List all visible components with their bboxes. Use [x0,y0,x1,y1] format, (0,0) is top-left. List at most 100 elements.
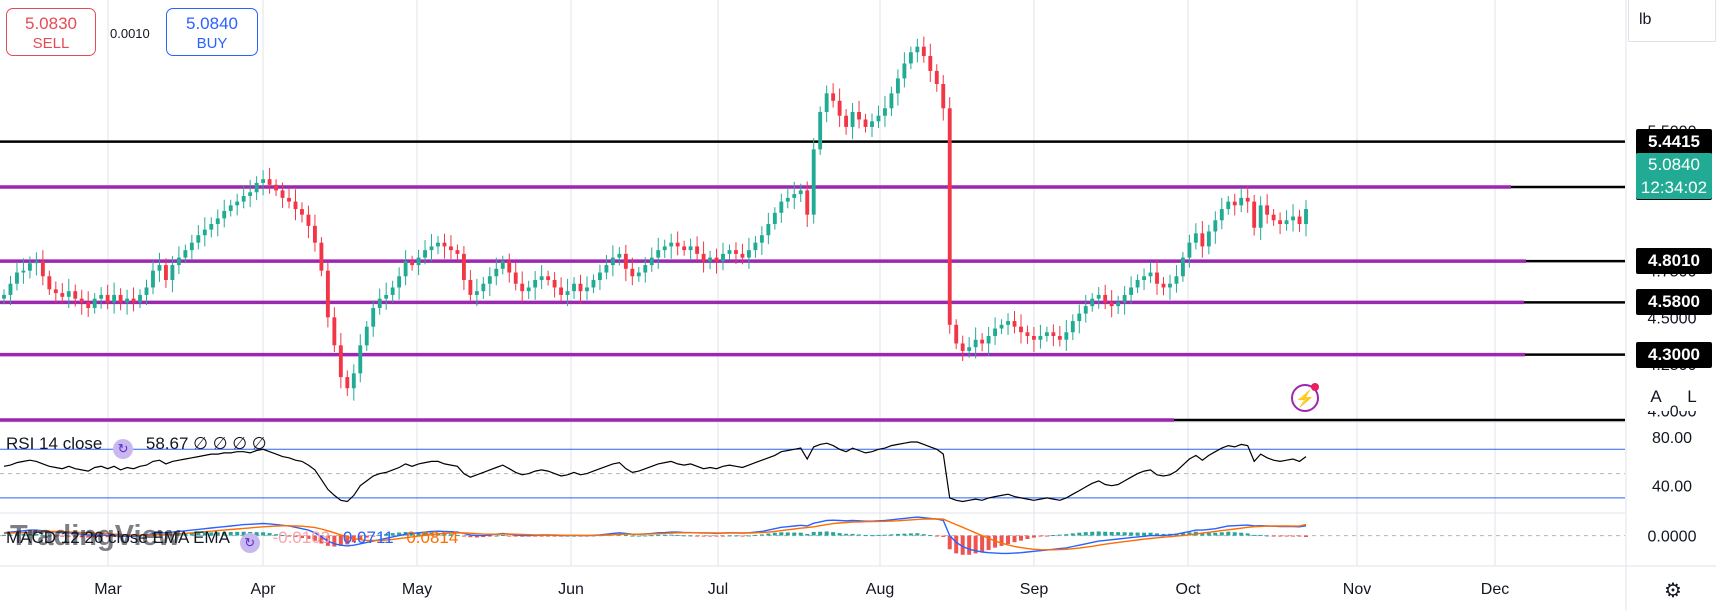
refresh-icon[interactable]: ↻ [113,439,134,459]
tradingview-logo: TradingView [10,520,181,552]
candle-body [1090,298,1095,307]
macd-histogram-bar [656,534,661,536]
candle-body [468,280,473,295]
rsi-tick-label: 80.00 [1652,430,1692,447]
candle-body [228,205,233,211]
macd-histogram-bar [546,535,551,537]
buy-button[interactable]: 5.0840 BUY [166,8,258,56]
rsi-pane [0,441,1625,503]
candle-body [8,283,13,295]
candle-body [267,179,272,185]
macd-histogram-bar [371,535,376,537]
macd-histogram-bar [287,535,292,537]
candle-body [235,201,240,206]
candle-body [1219,209,1224,221]
macd-histogram-bar [358,535,363,540]
macd-histogram-bar [500,535,505,537]
candle-body [351,373,356,389]
candle-body [831,93,836,101]
x-tick-label: May [402,581,432,598]
candle-body [53,289,58,294]
x-tick-label: Oct [1176,581,1201,598]
candle-body [312,225,317,243]
x-tick-label: Aug [866,581,894,598]
candle-body [578,283,583,292]
macd-histogram-bar [27,533,32,536]
candle-body [1116,302,1121,307]
candle-body [500,261,505,269]
horizontal-levels[interactable] [0,140,1625,422]
macd-histogram-bar [643,535,648,537]
candle-body [151,270,155,288]
candle-body [157,265,162,271]
macd-histogram-bar [1284,535,1289,537]
candle-body [112,294,117,303]
macd-histogram-bar [1271,535,1276,537]
macd-legend[interactable]: MACD 12 26 close EMA EMA ↻ -0.0103 0.071… [6,528,458,553]
macd-histogram-bar [662,534,667,536]
macd-histogram-bar [889,534,894,536]
candle-body [1129,287,1134,295]
candle-body [1044,332,1049,336]
candle-body [345,377,350,389]
candle-body [623,253,628,269]
candle-body [487,276,492,284]
macd-histogram-bar [669,534,674,536]
candle-body [384,294,389,299]
macd-histogram-bar [675,534,680,536]
candle-body [66,291,71,297]
macd-histogram-bar [623,534,628,536]
x-tick-label: Nov [1343,581,1371,598]
macd-histogram-bar [727,535,732,537]
gear-icon[interactable]: ⚙ [1664,580,1682,602]
sell-button[interactable]: 5.0830 SELL [6,8,96,56]
candle-body [1239,197,1244,206]
macd-histogram-bar [837,533,842,536]
macd-histogram-bar [1077,532,1082,536]
rsi-legend[interactable]: RSI 14 close ↻ 58.67 ∅ ∅ ∅ ∅ [6,434,267,459]
candle-body [86,302,91,308]
buy-label: BUY [196,35,228,52]
units-selector[interactable]: lb [1628,0,1716,42]
candle-body [474,291,479,295]
candle-body [325,270,330,318]
candle-body [442,242,447,247]
candle-body [753,242,758,251]
candle-body [1245,197,1250,202]
candle-body [241,196,246,202]
macd-histogram-bar [390,533,395,536]
macd-hist-value: -0.0103 [272,528,331,547]
macd-histogram-bar [733,535,738,537]
candle-body [390,287,395,295]
candle-body [1200,233,1205,247]
chart-axes: MarAprMayJunJulAugSepOctNovDec5.50004.75… [94,124,1696,598]
candle-body [701,253,706,262]
candle-body [1051,332,1056,336]
candle-body [79,298,84,303]
candle-body [585,287,589,292]
candle-body [423,250,427,258]
macd-histogram-bar [364,535,369,538]
candle-body [189,242,194,251]
lightning-icon[interactable]: ⚡ [1291,383,1319,412]
macd-histogram-bar [753,534,758,536]
candle-body [572,283,576,292]
candle-body [92,298,97,308]
candle-body [261,179,266,183]
candle-body [1278,220,1283,224]
macd-histogram-bar [196,532,201,536]
refresh-icon[interactable]: ↻ [239,533,260,553]
macd-histogram-bar [857,534,862,536]
macd-value: 0.0711 [342,528,394,547]
macd-histogram-bar [688,535,693,537]
macd-histogram-bar [1200,532,1205,536]
macd-histogram-bar [1265,535,1270,537]
macd-histogram-bar [40,534,45,536]
candle-body [248,192,253,196]
auto-scale-button[interactable]: A [1642,383,1670,411]
macd-histogram-bar [513,535,518,537]
log-scale-button[interactable]: L [1678,383,1706,411]
macd-histogram-bar [312,535,317,541]
candle-body [870,121,874,127]
